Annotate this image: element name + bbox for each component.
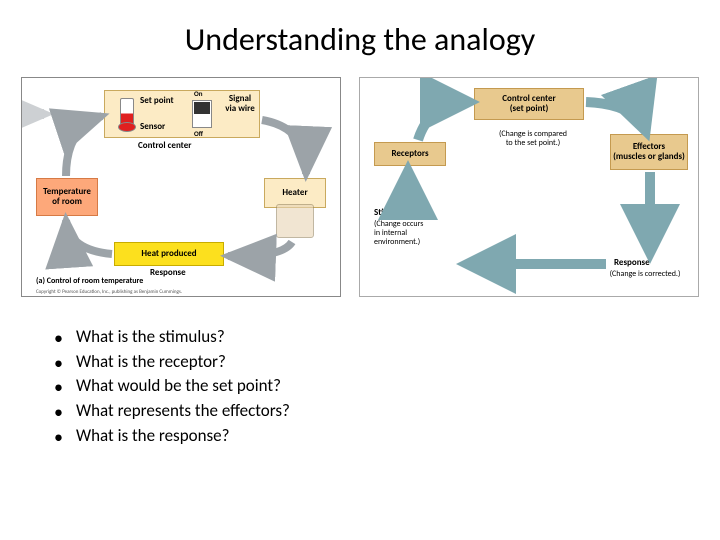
left-caption: (a) Control of room temperature [36,276,143,286]
list-item: What represents the effectors? [54,399,720,424]
left-arrows [22,78,342,298]
left-copyright: Copyright © Pearson Education, Inc., pub… [36,289,182,295]
list-item: What would be the set point? [54,374,720,399]
list-item: What is the stimulus? [54,325,720,350]
diagram-row: Set point Sensor On Off Signal via wire … [0,77,720,297]
right-diagram: Control center (set point) (Change is co… [359,77,699,297]
page-title: Understanding the analogy [0,0,720,59]
bullet-list: What is the stimulus? What is the recept… [54,325,720,448]
list-item: What is the response? [54,424,720,449]
left-diagram: Set point Sensor On Off Signal via wire … [21,77,341,297]
right-arrows [360,78,700,298]
list-item: What is the receptor? [54,350,720,375]
